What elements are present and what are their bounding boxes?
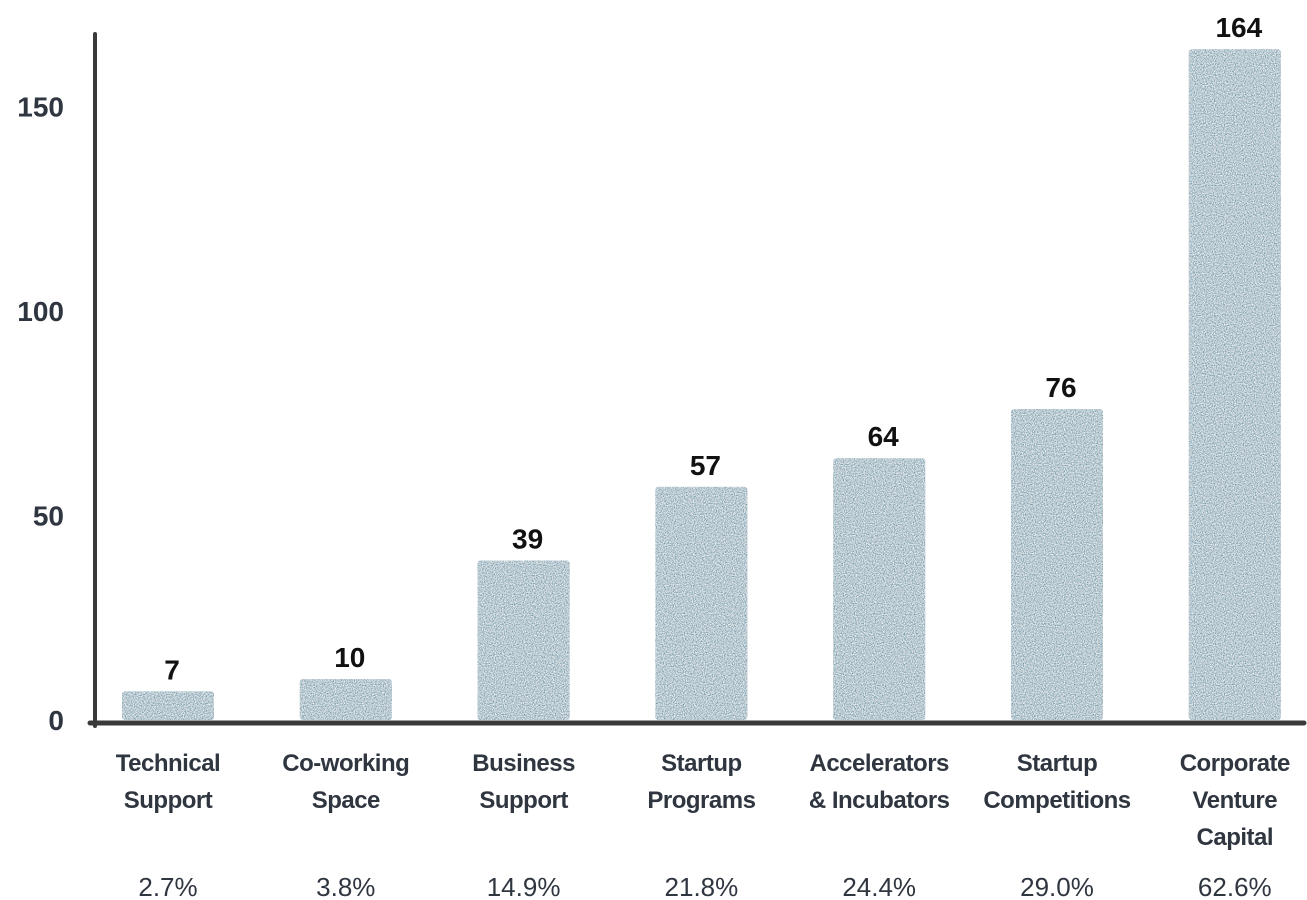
value-label: 76 xyxy=(1045,372,1076,403)
bar xyxy=(1011,409,1103,720)
y-tick-label: 150 xyxy=(17,92,64,123)
value-label: 39 xyxy=(512,523,543,554)
value-label: 10 xyxy=(334,642,365,673)
value-label: 57 xyxy=(690,450,721,481)
percent-label: 24.4% xyxy=(842,872,916,900)
x-tick-label: Co-working Space xyxy=(282,750,409,814)
percent-label: 21.8% xyxy=(665,872,739,900)
bars-layer xyxy=(122,49,1281,721)
bar xyxy=(655,486,748,720)
x-tick-label: Corporate Venture Capital xyxy=(1180,750,1290,851)
y-tick-label: 50 xyxy=(33,501,64,532)
y-tick-label: 0 xyxy=(48,705,64,736)
bar xyxy=(1188,49,1281,721)
x-tick-label: Accelerators & Incubators xyxy=(809,750,950,814)
value-label: 64 xyxy=(868,421,900,452)
x-tick-label: Business Support xyxy=(472,750,575,814)
axes-layer xyxy=(87,32,1307,728)
x-tick-label: Startup Programs xyxy=(647,750,755,814)
percent-label: 14.9% xyxy=(487,872,561,900)
bar xyxy=(122,691,214,720)
percent-label: 62.6% xyxy=(1198,872,1272,900)
value-label: 7 xyxy=(164,654,180,685)
percent-label: 2.7% xyxy=(138,872,197,900)
percent-label: 29.0% xyxy=(1020,872,1094,900)
value-label: 164 xyxy=(1215,12,1262,43)
percent-label: 3.8% xyxy=(316,872,375,900)
bar xyxy=(299,679,392,720)
bar xyxy=(477,560,570,720)
bar xyxy=(833,458,926,720)
y-tick-label: 100 xyxy=(17,296,64,327)
x-tick-label: Technical Support xyxy=(116,750,220,814)
x-tick-label: Startup Competitions xyxy=(983,750,1130,814)
labels-layer: 0 50 100 150 7 10 39 57 64 76 164 Technical Support C… xyxy=(17,12,1290,900)
